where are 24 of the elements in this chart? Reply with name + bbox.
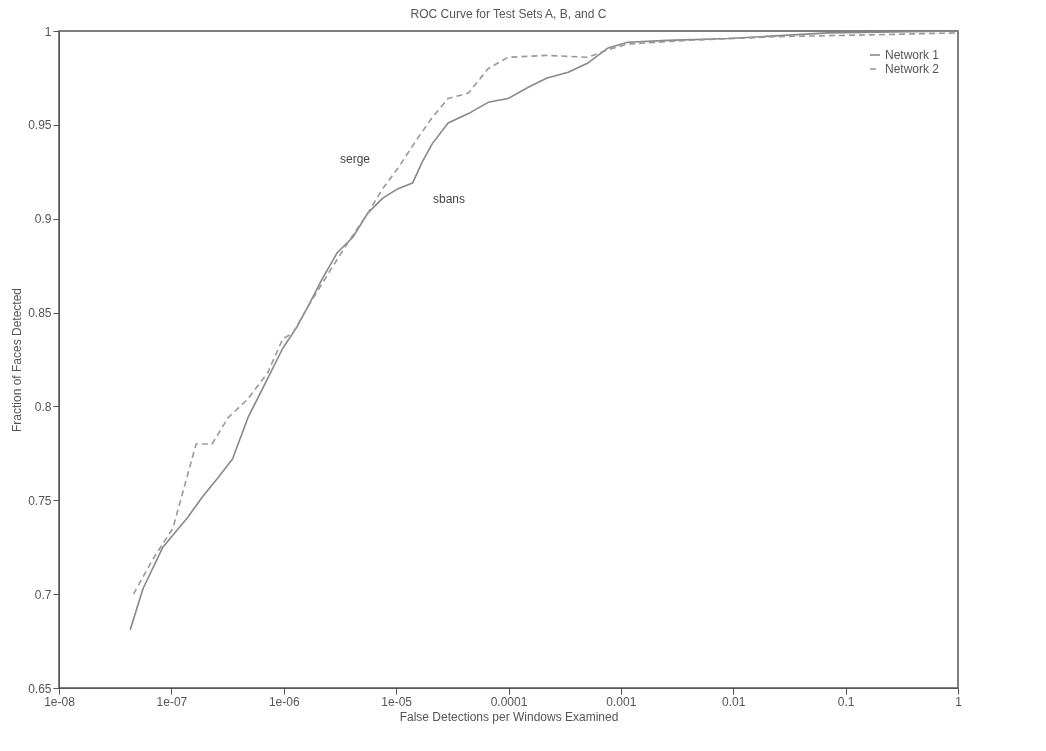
y-axis-title: Fraction of Faces Detected: [10, 287, 25, 433]
y-tick-label: 0.75: [28, 493, 52, 508]
x-tick-label: 0.1: [837, 694, 855, 709]
x-tick-label: 1e-06: [268, 694, 300, 709]
x-tick-label: 1e-05: [381, 694, 413, 709]
chart-title: ROC Curve for Test Sets A, B, and C: [410, 7, 607, 21]
x-tick-label: 1e-08: [44, 694, 76, 709]
legend-label: Network 2: [885, 62, 940, 76]
y-tick-label: 0.85: [28, 306, 52, 321]
y-tick-label: 0.95: [28, 118, 52, 133]
x-axis-title: False Detections per Windows Examined: [399, 709, 619, 724]
y-tick-label: 0.65: [28, 681, 52, 696]
annotation: sbans: [432, 192, 466, 206]
y-tick-label: 0.7: [34, 587, 52, 602]
annotation: serge: [339, 152, 371, 166]
x-tick-label: 0.001: [606, 694, 637, 709]
x-tick-label: 0.0001: [490, 694, 528, 709]
y-tick-label: 1: [44, 24, 52, 39]
legend-label: Network 1: [885, 48, 940, 62]
x-tick-label: 1: [955, 694, 963, 709]
y-tick-label: 0.8: [34, 399, 52, 414]
x-tick-label: 1e-07: [156, 694, 188, 709]
y-tick-label: 0.9: [34, 212, 52, 227]
x-tick-label: 0.01: [722, 694, 746, 709]
